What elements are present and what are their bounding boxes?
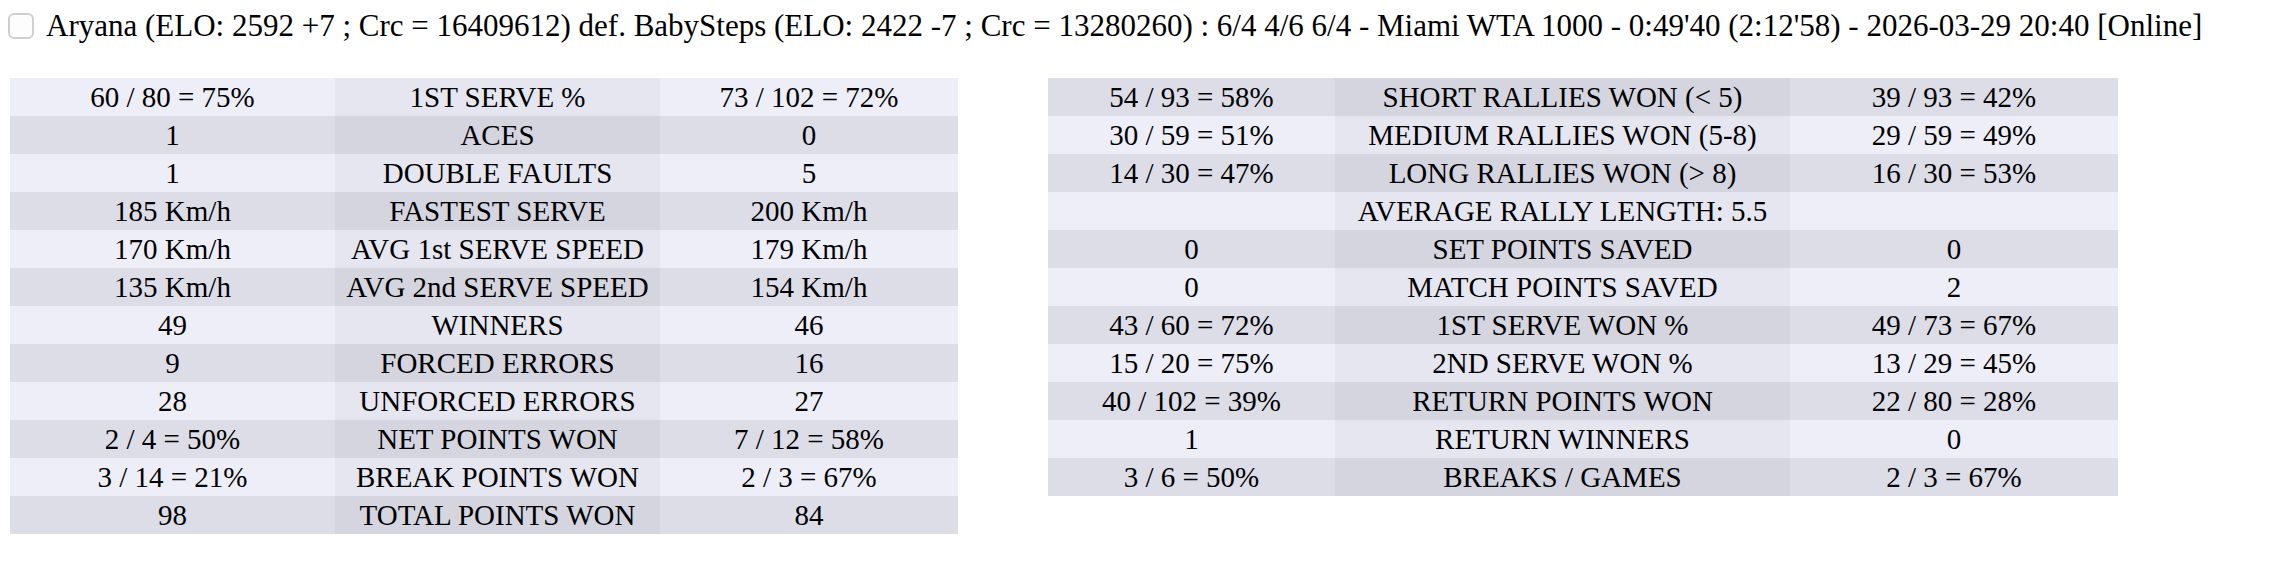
stat-label: UNFORCED ERRORS — [335, 382, 660, 420]
stat-label: AVG 1st SERVE SPEED — [335, 230, 660, 268]
stat-row: 3 / 14 = 21% BREAK POINTS WON 2 / 3 = 67… — [10, 458, 958, 496]
player1-value: 2 / 4 = 50% — [10, 420, 335, 458]
stat-row: 60 / 80 = 75% 1ST SERVE % 73 / 102 = 72% — [10, 78, 958, 116]
player2-value — [1790, 192, 2118, 230]
stat-label: SHORT RALLIES WON (< 5) — [1335, 78, 1790, 116]
player1-value: 1 — [10, 116, 335, 154]
stat-row: 43 / 60 = 72% 1ST SERVE WON % 49 / 73 = … — [1048, 306, 2118, 344]
stat-label: TOTAL POINTS WON — [335, 496, 660, 534]
stat-row: 3 / 6 = 50% BREAKS / GAMES 2 / 3 = 67% — [1048, 458, 2118, 496]
stat-row: 54 / 93 = 58% SHORT RALLIES WON (< 5) 39… — [1048, 78, 2118, 116]
player1-value: 14 / 30 = 47% — [1048, 154, 1335, 192]
player1-value: 43 / 60 = 72% — [1048, 306, 1335, 344]
player2-value: 2 — [1790, 268, 2118, 306]
player1-value: 3 / 14 = 21% — [10, 458, 335, 496]
player2-value: 2 / 3 = 67% — [660, 458, 958, 496]
player2-value: 84 — [660, 496, 958, 534]
stat-label: AVERAGE RALLY LENGTH: 5.5 — [1335, 192, 1790, 230]
player1-value: 1 — [10, 154, 335, 192]
player1-value: 0 — [1048, 268, 1335, 306]
stat-label: DOUBLE FAULTS — [335, 154, 660, 192]
stat-row: 0 MATCH POINTS SAVED 2 — [1048, 268, 2118, 306]
player2-value: 39 / 93 = 42% — [1790, 78, 2118, 116]
player1-value: 1 — [1048, 420, 1335, 458]
stat-label: FASTEST SERVE — [335, 192, 660, 230]
match-result-text: Aryana (ELO: 2592 +7 ; Crc = 16409612) d… — [46, 6, 2202, 46]
stat-label: WINNERS — [335, 306, 660, 344]
player2-value: 200 Km/h — [660, 192, 958, 230]
stat-label: BREAK POINTS WON — [335, 458, 660, 496]
stat-row: 0 SET POINTS SAVED 0 — [1048, 230, 2118, 268]
stat-row: 1 ACES 0 — [10, 116, 958, 154]
player1-value: 185 Km/h — [10, 192, 335, 230]
stat-label: RETURN WINNERS — [1335, 420, 1790, 458]
stat-row: 1 DOUBLE FAULTS 5 — [10, 154, 958, 192]
player2-value: 27 — [660, 382, 958, 420]
player1-value: 135 Km/h — [10, 268, 335, 306]
stat-row: 28 UNFORCED ERRORS 27 — [10, 382, 958, 420]
player2-value: 0 — [1790, 420, 2118, 458]
player1-value: 28 — [10, 382, 335, 420]
player2-value: 0 — [1790, 230, 2118, 268]
stat-row: 2 / 4 = 50% NET POINTS WON 7 / 12 = 58% — [10, 420, 958, 458]
player2-value: 179 Km/h — [660, 230, 958, 268]
match-select-checkbox[interactable] — [8, 13, 34, 39]
player1-value: 98 — [10, 496, 335, 534]
stats-table-serve: 60 / 80 = 75% 1ST SERVE % 73 / 102 = 72%… — [10, 78, 958, 534]
player1-value: 40 / 102 = 39% — [1048, 382, 1335, 420]
stat-label: BREAKS / GAMES — [1335, 458, 1790, 496]
player1-value: 30 / 59 = 51% — [1048, 116, 1335, 154]
stat-row: 9 FORCED ERRORS 16 — [10, 344, 958, 382]
player2-value: 154 Km/h — [660, 268, 958, 306]
match-result-header: Aryana (ELO: 2592 +7 ; Crc = 16409612) d… — [8, 6, 2202, 46]
stat-row: 49 WINNERS 46 — [10, 306, 958, 344]
player2-value: 22 / 80 = 28% — [1790, 382, 2118, 420]
player1-value: 0 — [1048, 230, 1335, 268]
player2-value: 16 / 30 = 53% — [1790, 154, 2118, 192]
stat-row: 135 Km/h AVG 2nd SERVE SPEED 154 Km/h — [10, 268, 958, 306]
stat-label: 1ST SERVE % — [335, 78, 660, 116]
stat-row: 170 Km/h AVG 1st SERVE SPEED 179 Km/h — [10, 230, 958, 268]
player2-value: 13 / 29 = 45% — [1790, 344, 2118, 382]
stat-row: 14 / 30 = 47% LONG RALLIES WON (> 8) 16 … — [1048, 154, 2118, 192]
player2-value: 2 / 3 = 67% — [1790, 458, 2118, 496]
stat-row: 185 Km/h FASTEST SERVE 200 Km/h — [10, 192, 958, 230]
stat-label: LONG RALLIES WON (> 8) — [1335, 154, 1790, 192]
player2-value: 29 / 59 = 49% — [1790, 116, 2118, 154]
stat-row: 98 TOTAL POINTS WON 84 — [10, 496, 958, 534]
player1-value: 170 Km/h — [10, 230, 335, 268]
stat-row: AVERAGE RALLY LENGTH: 5.5 — [1048, 192, 2118, 230]
player1-value: 3 / 6 = 50% — [1048, 458, 1335, 496]
player1-value: 60 / 80 = 75% — [10, 78, 335, 116]
stats-table-rallies: 54 / 93 = 58% SHORT RALLIES WON (< 5) 39… — [1048, 78, 2118, 496]
player2-value: 73 / 102 = 72% — [660, 78, 958, 116]
stat-label: AVG 2nd SERVE SPEED — [335, 268, 660, 306]
player1-value: 54 / 93 = 58% — [1048, 78, 1335, 116]
stat-row: 40 / 102 = 39% RETURN POINTS WON 22 / 80… — [1048, 382, 2118, 420]
player2-value: 5 — [660, 154, 958, 192]
player2-value: 7 / 12 = 58% — [660, 420, 958, 458]
stat-label: 1ST SERVE WON % — [1335, 306, 1790, 344]
stat-row: 30 / 59 = 51% MEDIUM RALLIES WON (5-8) 2… — [1048, 116, 2118, 154]
stat-label: ACES — [335, 116, 660, 154]
stat-label: MATCH POINTS SAVED — [1335, 268, 1790, 306]
player2-value: 49 / 73 = 67% — [1790, 306, 2118, 344]
stat-label: FORCED ERRORS — [335, 344, 660, 382]
player1-value: 9 — [10, 344, 335, 382]
stat-label: MEDIUM RALLIES WON (5-8) — [1335, 116, 1790, 154]
stat-label: 2ND SERVE WON % — [1335, 344, 1790, 382]
player2-value: 16 — [660, 344, 958, 382]
player2-value: 0 — [660, 116, 958, 154]
player1-value: 49 — [10, 306, 335, 344]
player2-value: 46 — [660, 306, 958, 344]
stat-label: NET POINTS WON — [335, 420, 660, 458]
stat-label: SET POINTS SAVED — [1335, 230, 1790, 268]
stat-label: RETURN POINTS WON — [1335, 382, 1790, 420]
stat-row: 1 RETURN WINNERS 0 — [1048, 420, 2118, 458]
player1-value — [1048, 192, 1335, 230]
player1-value: 15 / 20 = 75% — [1048, 344, 1335, 382]
stat-row: 15 / 20 = 75% 2ND SERVE WON % 13 / 29 = … — [1048, 344, 2118, 382]
